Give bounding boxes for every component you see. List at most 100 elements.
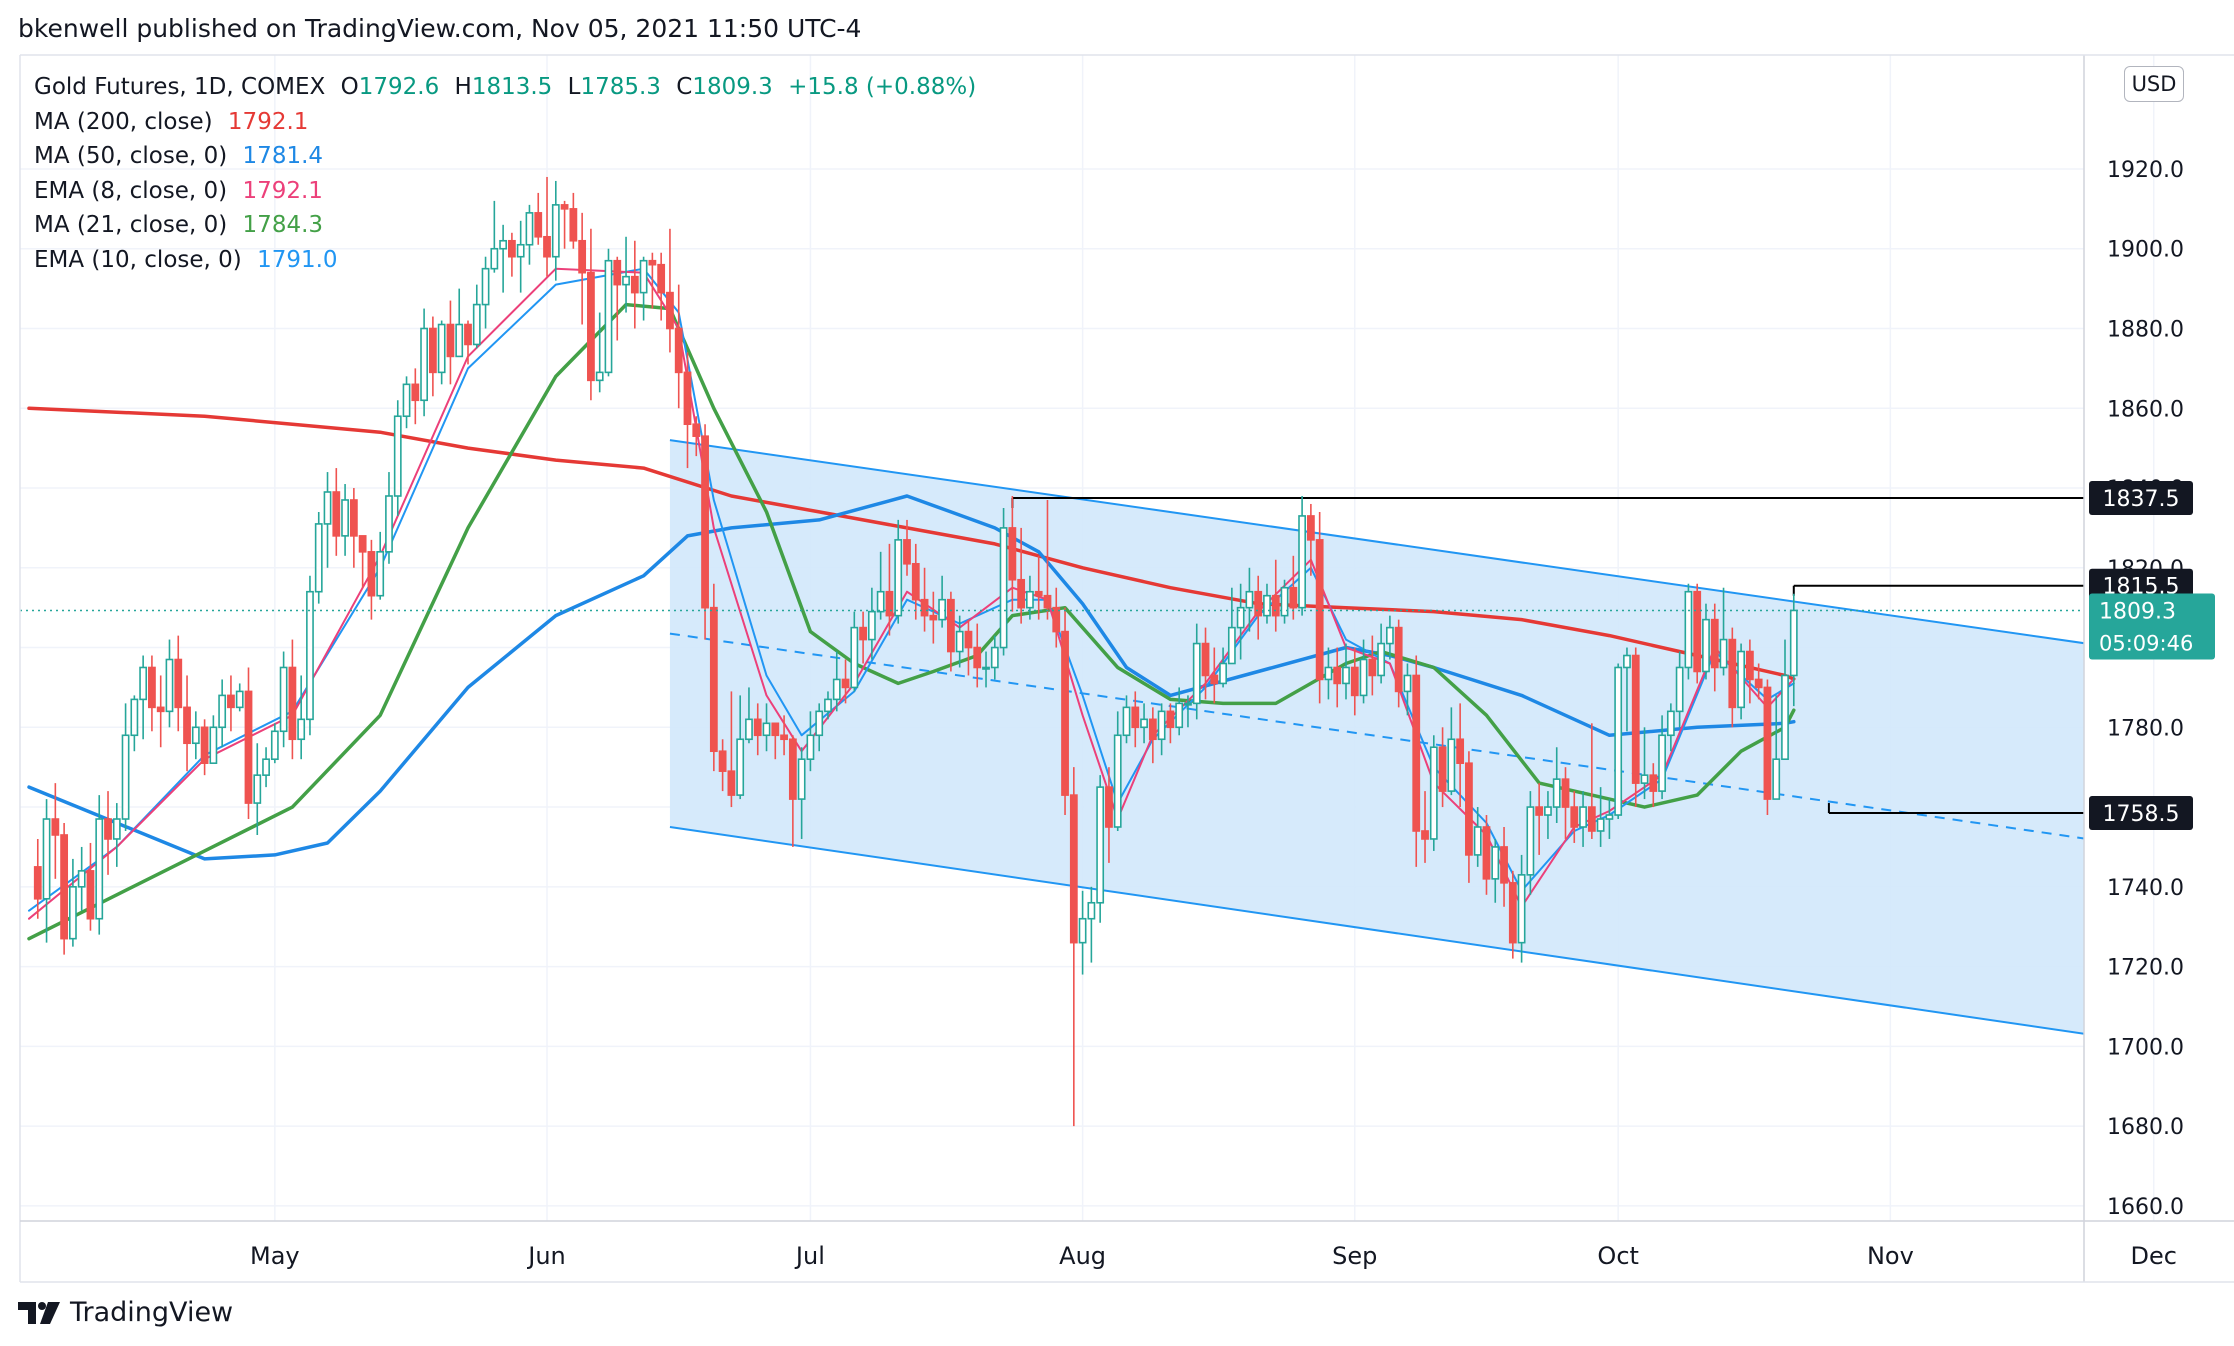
candle [1122, 695, 1131, 744]
candle-body [297, 718, 306, 741]
candle-body [666, 291, 674, 330]
candle-body [1236, 606, 1245, 629]
candle-body [1623, 654, 1631, 669]
candle-body [349, 499, 358, 537]
candle-body [1526, 806, 1535, 876]
candle-body [104, 818, 112, 840]
legend-ma200[interactable]: MA (200, close) 1792.1 [34, 105, 984, 140]
time-tick-label: May [250, 1242, 300, 1270]
candle-body [507, 239, 516, 258]
chart-legend: Gold Futures, 1D, COMEX O1792.6 H1813.5 … [34, 70, 984, 277]
candle [1017, 527, 1026, 624]
candle [692, 416, 701, 457]
candle [402, 376, 411, 429]
candle-body [209, 726, 218, 764]
candle [367, 539, 376, 620]
candle-body [1421, 830, 1429, 840]
candle [1403, 663, 1412, 716]
candle [376, 531, 385, 600]
candle [1658, 715, 1666, 800]
candle-body [938, 598, 947, 621]
candle [1675, 651, 1684, 728]
candle-body [1412, 674, 1421, 832]
candle-body [411, 383, 420, 402]
candle-body [578, 239, 587, 274]
legend-ma21[interactable]: MA (21, close, 0) 1784.3 [34, 208, 984, 243]
candle-body [964, 630, 973, 649]
candle [270, 723, 279, 764]
candle [1789, 593, 1798, 707]
candle [1043, 499, 1052, 620]
candle [771, 722, 780, 760]
candle-body [1535, 806, 1544, 816]
ma-line [27, 494, 1796, 861]
candle-body [191, 726, 200, 745]
candle [1034, 555, 1043, 620]
candle [1719, 587, 1728, 676]
ohlc-open: O1792.6 [340, 74, 440, 100]
candle-body [1640, 774, 1649, 784]
candle-body [587, 271, 595, 382]
candle [999, 507, 1008, 656]
candle-body [1166, 710, 1175, 729]
ohlc-high: H1813.5 [454, 74, 553, 100]
legend-ema10[interactable]: EMA (10, close, 0) 1791.0 [34, 243, 984, 278]
time-axis[interactable]: May Jun Jul Aug Sep Oct Nov Dec [250, 1242, 2177, 1270]
candle-body [1666, 710, 1675, 737]
candle [1684, 583, 1693, 680]
price-tick-label: 1680.0 [2107, 1115, 2184, 1140]
current-price-text: 1809.3 [2099, 599, 2176, 624]
candle [1623, 647, 1631, 732]
candle [850, 611, 859, 692]
candle-body [771, 722, 780, 737]
candle [1324, 647, 1333, 700]
candle-body [314, 523, 323, 593]
candle [709, 583, 718, 772]
candle [630, 240, 639, 329]
candlestick-series [33, 176, 1798, 1127]
candle [455, 288, 464, 358]
symbol-title[interactable]: Gold Futures, 1D, COMEX [34, 74, 326, 100]
candle-body [1544, 806, 1552, 816]
price-axis[interactable]: 1660.01680.01700.01720.01740.01760.01780… [2107, 158, 2184, 1220]
indicator-value: 1792.1 [242, 177, 323, 204]
candle [587, 228, 595, 401]
currency-button[interactable]: USD [2124, 66, 2184, 102]
candle-body [279, 666, 288, 733]
candle [736, 695, 745, 800]
candle-body [999, 527, 1008, 649]
legend-ema8[interactable]: EMA (8, close, 0) 1792.1 [34, 174, 984, 209]
candle-body [762, 722, 771, 737]
candle-body [1078, 917, 1087, 944]
candle-body [1429, 746, 1438, 840]
candle [1175, 687, 1184, 736]
candle-body [630, 275, 639, 294]
tradingview-logo-icon [18, 1301, 60, 1324]
candle [1491, 838, 1500, 903]
candle-body [332, 491, 341, 537]
candle-body [1008, 527, 1017, 581]
candle [1605, 799, 1614, 839]
candle-body [1465, 762, 1473, 856]
candle [499, 224, 508, 293]
candle [1649, 763, 1658, 808]
time-tick-label: Jul [794, 1242, 825, 1270]
candle [797, 747, 806, 839]
time-tick-label: Aug [1059, 1242, 1106, 1270]
candle [648, 252, 657, 309]
channel-median-line [669, 632, 2084, 840]
current-price-bg [2089, 593, 2215, 660]
candle [51, 783, 60, 879]
footer-branding: TradingView [18, 1297, 233, 1328]
candle [42, 799, 51, 943]
candle-body [894, 539, 903, 617]
candle-body [253, 774, 262, 804]
candle [911, 543, 920, 620]
candle [1131, 691, 1140, 748]
candle [200, 719, 209, 776]
candle [1008, 495, 1017, 612]
candle [1754, 663, 1763, 700]
legend-ma50[interactable]: MA (50, close, 0) 1781.4 [34, 139, 984, 174]
